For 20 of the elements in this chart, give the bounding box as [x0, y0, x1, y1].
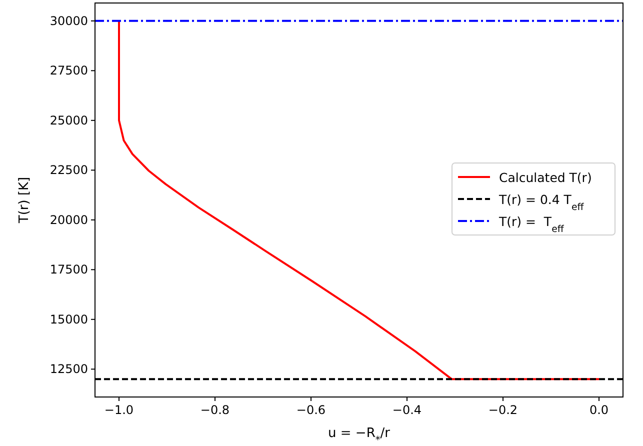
y-axis-title: T(r) [K] [17, 176, 32, 224]
x-tick-label: 0.0 [589, 403, 609, 417]
y-tick-label: 20000 [50, 212, 88, 227]
x-axis-title: u = −R$_{*}$/r [328, 426, 391, 446]
y-tick-label: 27500 [50, 64, 88, 78]
y-tick-label: 15000 [50, 312, 88, 326]
y-tick-label: 30000 [50, 14, 88, 28]
legend-label: T(r) = 0.4 T$_{eff}$ [498, 192, 584, 212]
y-tick-label: 22500 [50, 163, 88, 178]
y-tick-label: 25000 [50, 113, 88, 128]
x-tick-label: −0.6 [296, 403, 326, 417]
line-series [118, 20, 600, 380]
legend-label: Calculated T(r) [499, 170, 592, 185]
legend-label: T(r) = T$_{eff}$ [498, 214, 564, 234]
x-tick-label: −0.4 [392, 403, 422, 417]
y-tick-label: 12500 [50, 362, 88, 376]
x-tick-label: −0.2 [488, 403, 518, 417]
x-tick-label: −1.0 [104, 403, 134, 417]
x-tick-label: −0.8 [200, 403, 230, 417]
y-tick-label: 17500 [50, 262, 88, 277]
